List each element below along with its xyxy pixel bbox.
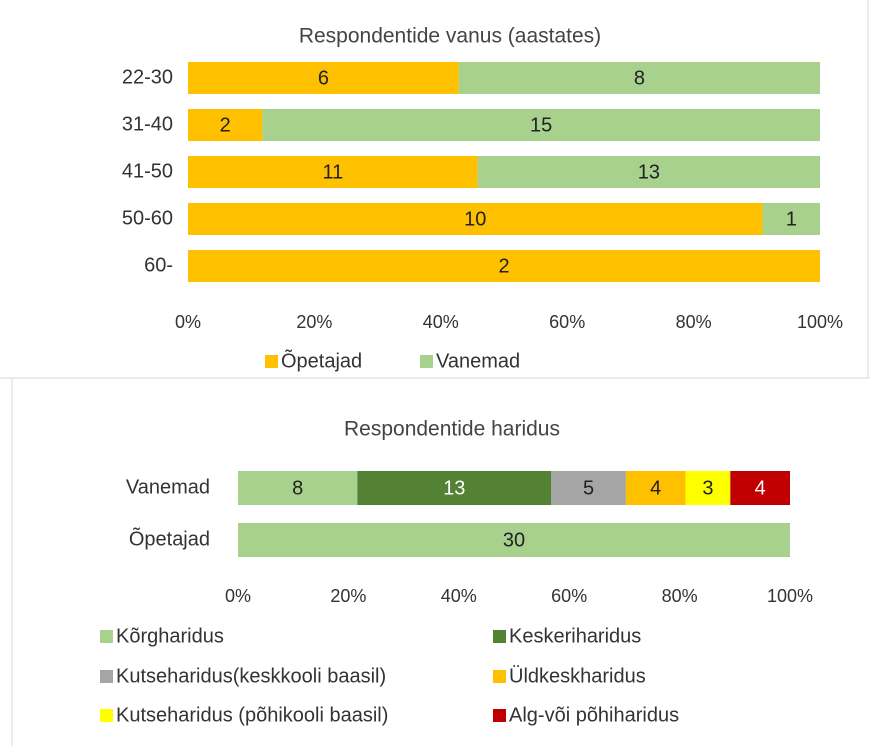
y-tick-label: Õpetajad: [129, 526, 210, 550]
legend-label: Õpetajad: [281, 348, 362, 372]
bar-segment: [357, 471, 552, 505]
bar-segment: [238, 471, 358, 505]
legend-swatch: [100, 630, 113, 643]
data-label: 3: [702, 477, 713, 499]
legend-swatch: [420, 355, 433, 368]
x-tick-label: 0%: [175, 312, 201, 332]
data-label: 6: [318, 67, 329, 89]
data-label: 1: [786, 208, 797, 230]
legend-label: Alg-või põhiharidus: [509, 704, 679, 726]
bar-segment: [188, 62, 459, 94]
legend-swatch: [493, 709, 506, 722]
data-label: 4: [755, 477, 766, 499]
data-label: 5: [583, 477, 594, 499]
x-tick-label: 20%: [330, 586, 366, 606]
bar-segment: [730, 471, 790, 505]
bar-segment: [262, 109, 821, 141]
bar-segment: [551, 471, 626, 505]
bar-segment: [685, 471, 731, 505]
legend-label: Kõrgharidus: [116, 625, 224, 647]
legend-label: Vanemad: [436, 350, 520, 372]
data-label: 13: [638, 161, 660, 183]
x-tick-label: 60%: [551, 586, 587, 606]
data-label: 30: [503, 529, 525, 551]
data-label: 15: [530, 114, 552, 136]
bar-segment: [625, 471, 686, 505]
data-label: 4: [650, 477, 661, 499]
bar-segment: [238, 523, 790, 557]
y-tick-label: 50-60: [122, 207, 173, 229]
y-tick-label: 31-40: [122, 113, 173, 135]
x-tick-label: 100%: [797, 312, 843, 332]
legend-label: Üldkeskharidus: [509, 665, 646, 687]
x-tick-label: 80%: [676, 312, 712, 332]
data-label: 8: [634, 67, 645, 89]
chart-title: Respondentide haridus: [344, 418, 560, 441]
y-tick-label: 22-30: [122, 66, 173, 88]
y-tick-label: 60-: [144, 254, 173, 276]
legend-swatch: [493, 670, 506, 683]
data-label: 10: [464, 208, 486, 230]
legend-label: Kutseharidus (põhikooli baasil): [116, 704, 388, 726]
data-label: 2: [220, 114, 231, 136]
data-label: 11: [322, 161, 343, 183]
legend-label: Keskeriharidus: [509, 625, 641, 647]
bar-segment: [188, 203, 763, 235]
x-tick-label: 20%: [296, 312, 332, 332]
x-tick-label: 40%: [441, 586, 477, 606]
x-tick-label: 100%: [767, 586, 813, 606]
bar-segment: [188, 250, 820, 282]
legend-swatch: [100, 670, 113, 683]
y-tick-label: Vanemad: [126, 476, 210, 498]
bar-segment: [762, 203, 820, 235]
data-label: 8: [292, 477, 303, 499]
x-tick-label: 0%: [225, 586, 251, 606]
legend-label: Kutseharidus(keskkooli baasil): [116, 665, 386, 687]
bar-segment: [477, 156, 820, 188]
bar-segment: [188, 156, 478, 188]
y-tick-label: 41-50: [122, 160, 173, 182]
x-tick-label: 40%: [423, 312, 459, 332]
legend-swatch: [265, 355, 278, 368]
data-label: 2: [498, 255, 509, 277]
legend-swatch: [100, 709, 113, 722]
legend-swatch: [493, 630, 506, 643]
bar-segment: [458, 62, 820, 94]
x-tick-label: 80%: [662, 586, 698, 606]
data-label: 13: [443, 477, 465, 499]
x-tick-label: 60%: [549, 312, 585, 332]
chart-title: Respondentide vanus (aastates): [299, 25, 601, 48]
bar-segment: [188, 109, 263, 141]
